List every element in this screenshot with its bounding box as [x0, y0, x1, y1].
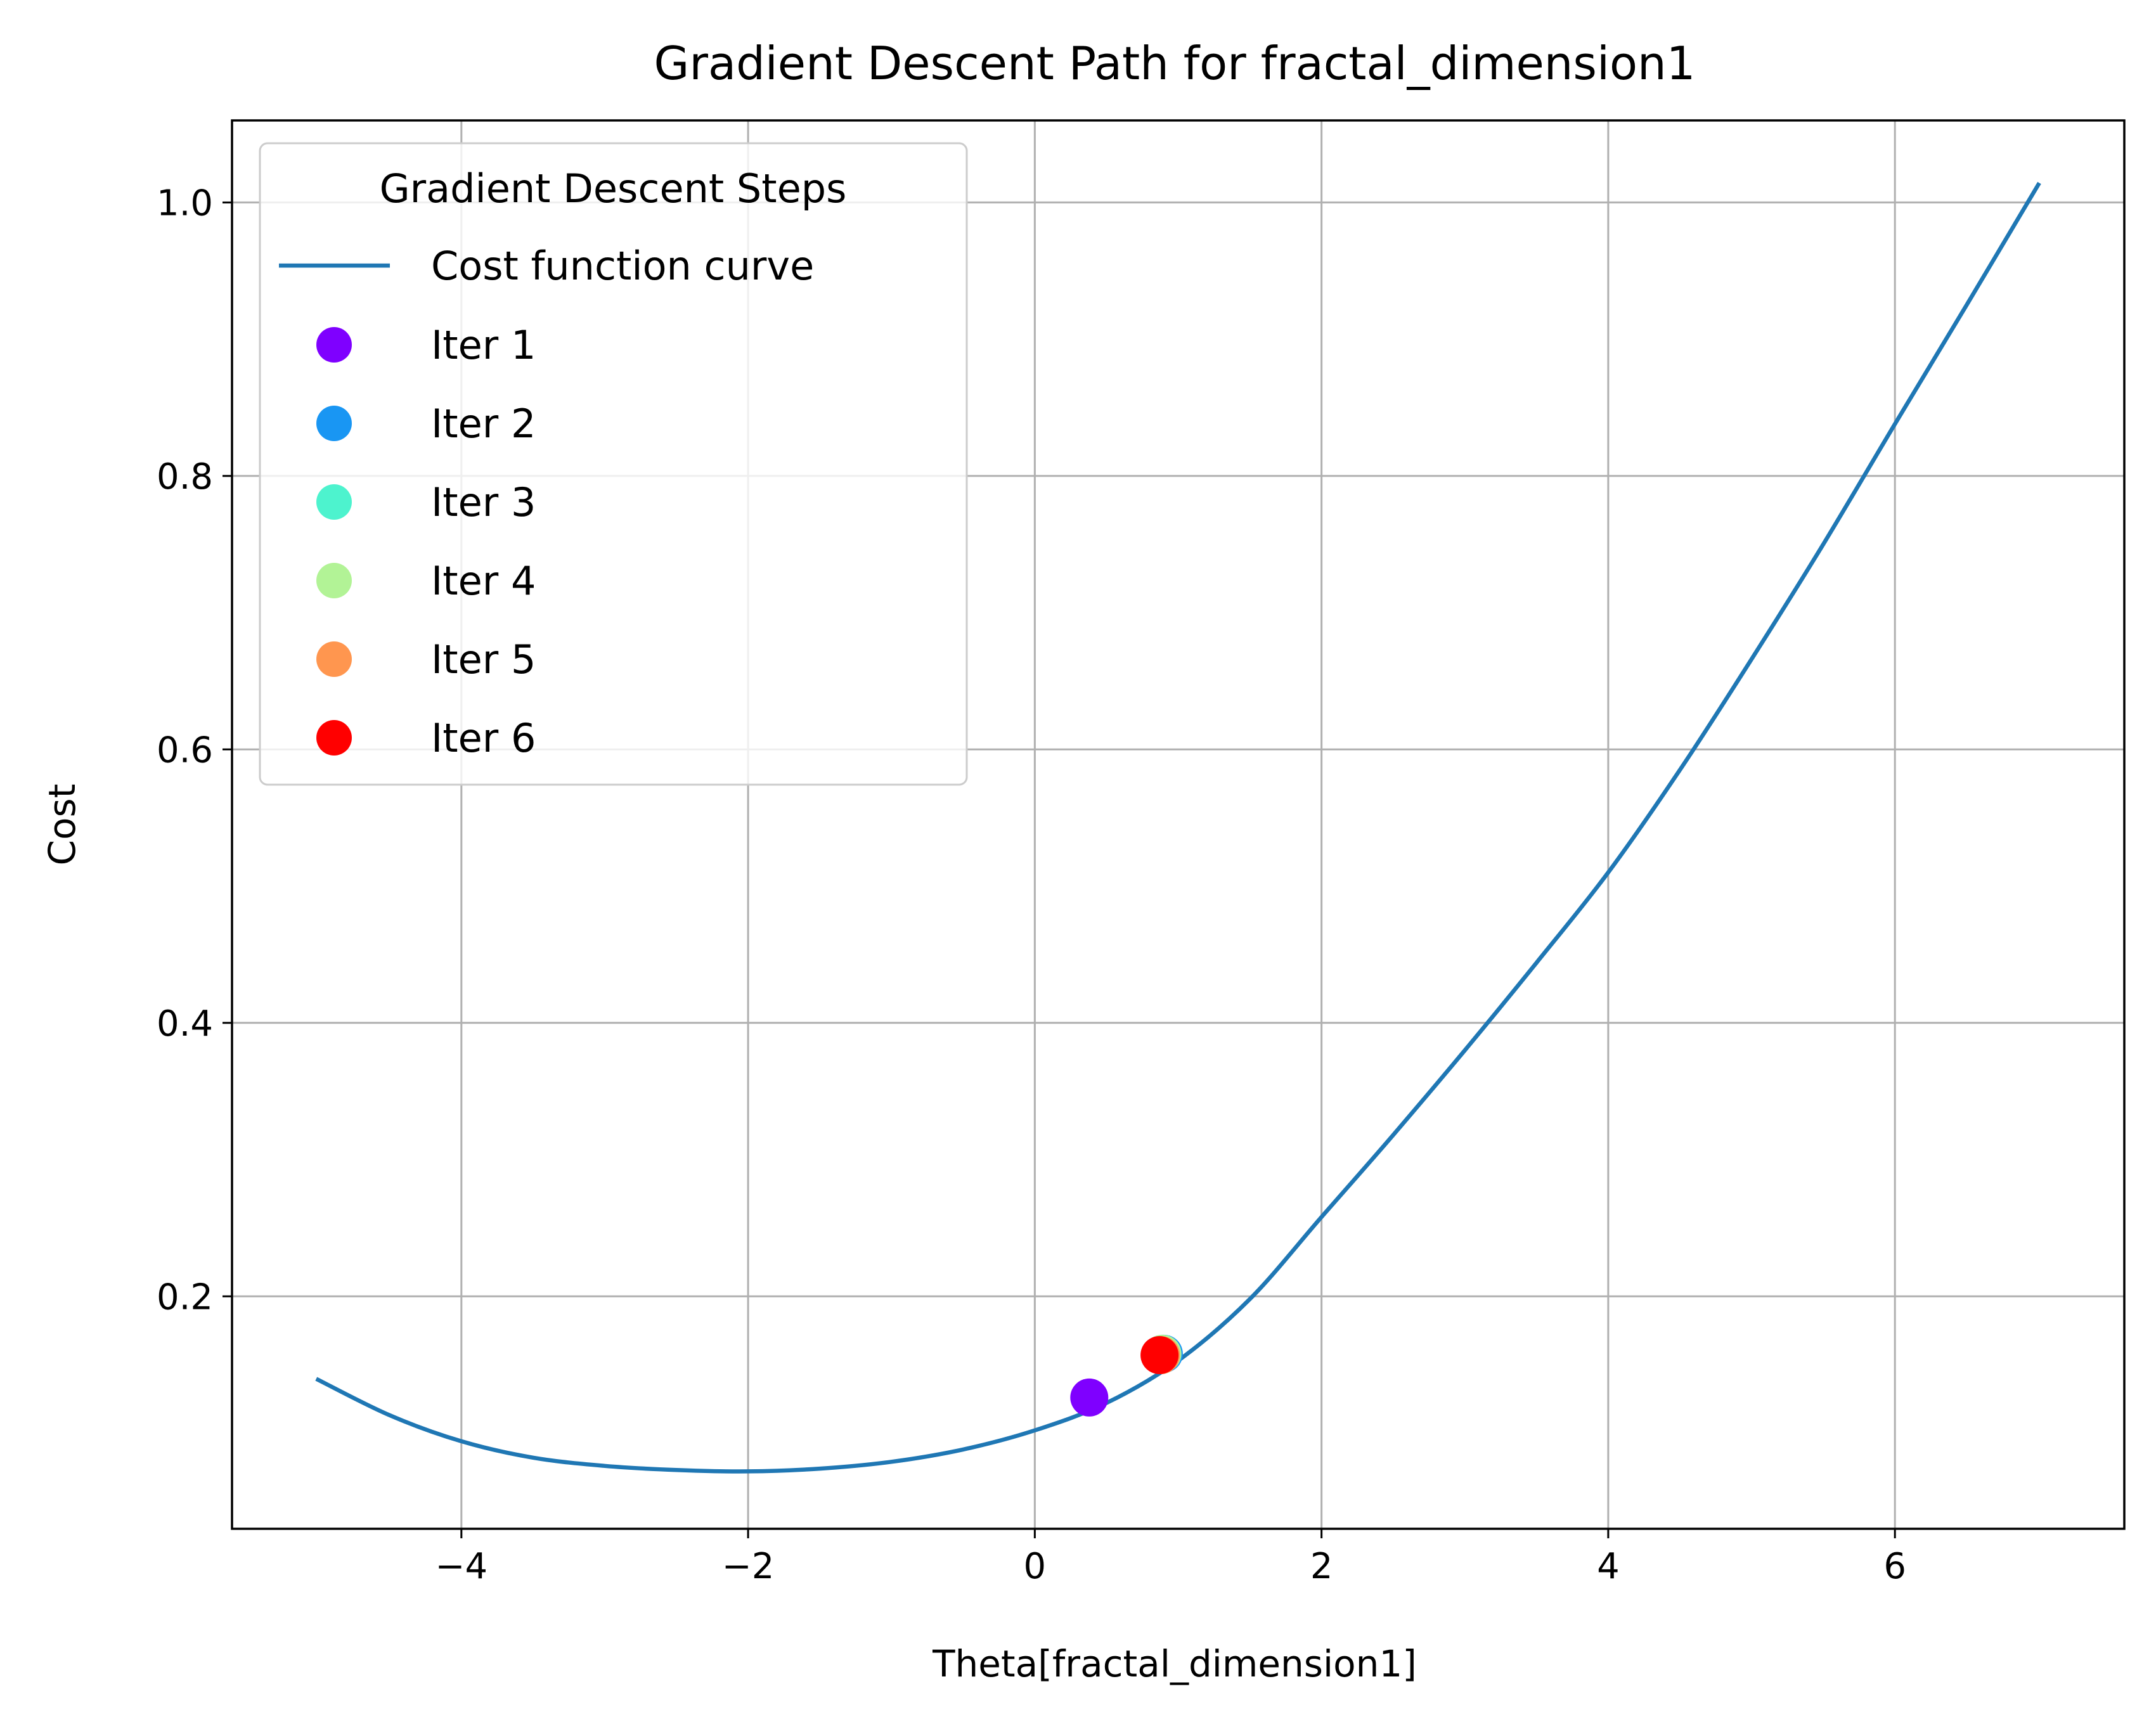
legend-label: Iter 4: [431, 558, 536, 604]
x-tick-label: 0: [1024, 1546, 1047, 1587]
legend-label: Iter 6: [431, 715, 536, 761]
legend-marker: [316, 406, 352, 441]
legend-marker: [316, 641, 352, 677]
y-tick-label: 0.6: [157, 730, 213, 771]
x-tick-label: 4: [1597, 1546, 1620, 1587]
iteration-point: [1070, 1378, 1109, 1417]
chart-title: Gradient Descent Path for fractal_dimens…: [654, 37, 1696, 90]
x-tick-label: 2: [1310, 1546, 1333, 1587]
cost-function-curve: [315, 181, 2041, 1474]
iteration-point: [1140, 1336, 1179, 1375]
legend-marker: [316, 563, 352, 598]
y-tick-label: 1.0: [157, 183, 213, 224]
legend-label: Iter 3: [431, 479, 536, 525]
cost-curve-layer: [315, 181, 2041, 1474]
x-tick-label: −4: [436, 1546, 488, 1587]
legend-title: Gradient Descent Steps: [380, 165, 847, 212]
legend-marker: [316, 484, 352, 520]
legend-label: Iter 1: [431, 322, 536, 368]
y-tick-label: 0.2: [157, 1277, 213, 1318]
y-tick-label: 0.8: [157, 456, 213, 498]
x-axis-title: Theta[fractal_dimension1]: [932, 1642, 1417, 1685]
x-tick-label: −2: [722, 1546, 775, 1587]
y-tick-label: 0.4: [157, 1003, 213, 1045]
legend-marker: [316, 327, 352, 363]
legend-label-curve: Cost function curve: [431, 243, 814, 289]
iteration-points-layer: [1070, 1334, 1183, 1417]
legend-marker: [316, 720, 352, 756]
x-tick-label: 6: [1883, 1546, 1906, 1587]
legend: Gradient Descent Steps Cost function cur…: [259, 142, 968, 786]
axis-ticks: −4 −2 0 2 4 6 0.2 0.4 0.6 0.8 1.0: [157, 183, 1906, 1587]
legend-label: Iter 2: [431, 401, 536, 447]
plot-frame: [231, 119, 2126, 1530]
y-axis-title: Cost: [41, 784, 84, 866]
legend-frame: [259, 142, 968, 786]
legend-label: Iter 5: [431, 636, 536, 683]
